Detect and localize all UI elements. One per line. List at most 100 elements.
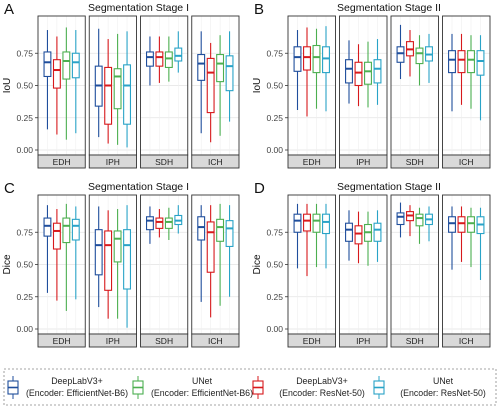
box-iqr: [354, 61, 363, 87]
facet-strip: [37, 333, 86, 348]
facet-label: EDH: [303, 336, 321, 346]
box-iqr: [303, 213, 311, 232]
facet-label: SDH: [155, 336, 173, 346]
y-axis-label: Dice: [252, 254, 263, 274]
facet-iph: IPH: [339, 194, 388, 348]
box-iqr: [373, 59, 382, 84]
box-unet-efficientnet-b6: [312, 203, 321, 268]
box-unet-efficientnet-b6: [113, 209, 122, 319]
box-iqr: [415, 213, 424, 227]
box-unet-resnet-50: [373, 39, 382, 105]
y-tick-label: 0.00: [16, 324, 33, 334]
facet-strip: [140, 154, 189, 169]
box-deeplabv3-efficientnet-b6: [448, 206, 456, 270]
box-unet-resnet-50: [425, 206, 433, 242]
box-unet-resnet-50: [71, 206, 80, 300]
facet-sdh: SDH: [140, 194, 189, 348]
facet-ich: ICH: [191, 194, 240, 348]
facet-strip: [88, 333, 137, 348]
facet-strip: [339, 333, 388, 348]
box-iqr: [415, 47, 424, 65]
y-tick-label: 0.50: [16, 260, 33, 270]
legend-label-encoder: (Encoder: EfficientNet-B6): [151, 388, 253, 398]
facet-label: IPH: [356, 336, 370, 346]
box-deeplabv3-efficientnet-b6: [43, 30, 52, 130]
panel-letter: A: [4, 1, 14, 18]
box-deeplabv3-efficientnet-b6: [197, 205, 206, 302]
facet-edh: EDH: [287, 15, 336, 169]
facet-edh: EDH: [37, 15, 86, 169]
box-iqr: [345, 59, 353, 84]
legend-label-encoder: (Encoder: ResNet-50): [279, 388, 365, 398]
box-iqr: [206, 57, 215, 114]
box-deeplabv3-resnet-50: [52, 36, 61, 135]
facet-edh: EDH: [37, 194, 86, 348]
box-deeplabv3-efficientnet-b6: [197, 31, 206, 134]
box-iqr: [293, 213, 302, 233]
box-unet-resnet-50: [225, 205, 234, 297]
box-iqr: [52, 222, 61, 250]
box-iqr: [322, 46, 330, 74]
facet-ich: ICH: [442, 15, 491, 169]
panel-d: D Segmentation Stage II Dice 0.00 0.25 0.50 0.…: [252, 180, 491, 348]
y-tick-label: 0.25: [266, 292, 283, 302]
facet-strip: [140, 333, 189, 348]
panel-c: C Segmentation Stage I Dice 0.00 0.25 0.50 0.7…: [2, 180, 240, 348]
box-deeplabv3-resnet-50: [155, 209, 164, 238]
box-iqr: [94, 229, 103, 276]
box-deeplabv3-resnet-50: [206, 205, 215, 318]
y-tick-label: 0.50: [266, 81, 283, 91]
box-iqr: [164, 217, 173, 229]
box-deeplabv3-efficientnet-b6: [345, 210, 353, 261]
facet-label: EDH: [303, 157, 321, 167]
legend: DeepLabV3+(Encoder: EfficientNet-B6)UNet…: [3, 368, 497, 406]
box-iqr: [303, 46, 311, 71]
box-iqr: [123, 229, 132, 290]
box-deeplabv3-resnet-50: [52, 209, 61, 301]
box-deeplabv3-resnet-50: [354, 44, 363, 107]
facet-edh: EDH: [287, 194, 336, 348]
box-iqr: [123, 64, 132, 125]
box-iqr: [467, 50, 475, 74]
box-iqr: [354, 225, 363, 245]
box-deeplabv3-efficientnet-b6: [145, 36, 154, 86]
box-iqr: [113, 230, 122, 263]
facet-strip: [287, 154, 336, 169]
box-iqr: [113, 68, 122, 110]
y-tick-label: 0.75: [16, 48, 33, 58]
box-iqr: [43, 51, 52, 78]
box-iqr: [216, 53, 225, 83]
box-unet-resnet-50: [174, 31, 183, 73]
legend-label-model: UNet: [192, 376, 213, 386]
box-unet-resnet-50: [71, 30, 80, 134]
box-deeplabv3-resnet-50: [104, 210, 113, 319]
box-unet-resnet-50: [373, 210, 382, 262]
box-unet-efficientnet-b6: [216, 35, 225, 136]
box-iqr: [448, 50, 456, 74]
panel-letter: C: [4, 180, 15, 197]
box-deeplabv3-resnet-50: [303, 27, 311, 117]
box-iqr: [457, 216, 466, 233]
facet-strip: [442, 333, 491, 348]
panel-title: Segmentation Stage I: [88, 2, 189, 14]
facet-strip: [37, 154, 86, 169]
y-tick-label: 0.00: [266, 324, 283, 334]
box-unet-efficientnet-b6: [312, 28, 321, 109]
box-unet-efficientnet-b6: [113, 33, 122, 145]
box-iqr: [71, 218, 80, 241]
facet-label: ICH: [459, 336, 474, 346]
box-deeplabv3-efficientnet-b6: [396, 202, 405, 238]
y-axis-label: IoU: [2, 78, 13, 94]
box-deeplabv3-efficientnet-b6: [293, 30, 302, 111]
box-iqr: [216, 218, 225, 242]
box-unet-efficientnet-b6: [164, 207, 173, 240]
y-axis-label: IoU: [252, 78, 263, 94]
y-tick-label: 0.75: [266, 227, 283, 237]
box-unet-resnet-50: [322, 26, 330, 112]
box-iqr: [164, 51, 173, 68]
facet-sdh: SDH: [390, 15, 439, 169]
facet-strip: [191, 333, 240, 348]
legend-item-3: DeepLabV3+ (Encoder: ResNet-50): [252, 376, 365, 399]
box-iqr: [104, 230, 113, 291]
